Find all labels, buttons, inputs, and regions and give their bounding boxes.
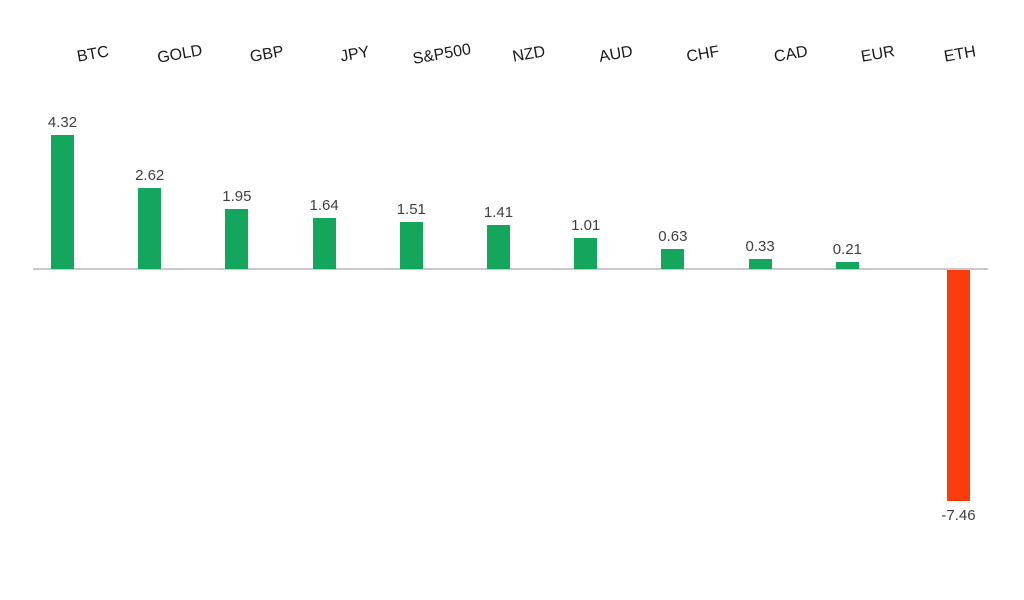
value-label-aud: 1.01 [571, 216, 601, 234]
bar-aud [574, 237, 598, 269]
value-label-btc: 4.32 [47, 114, 78, 132]
value-label-gold: 2.62 [135, 166, 165, 184]
bar-gold [138, 187, 162, 269]
category-label-gbp: GBP [249, 43, 286, 66]
bar-eur [835, 262, 859, 269]
category-label-eur: EUR [859, 43, 896, 66]
value-label-gbp: 1.95 [222, 187, 252, 205]
bar-cad [748, 258, 772, 269]
category-label-eth: ETH [942, 43, 977, 66]
category-label-gold: GOLD [156, 42, 204, 67]
value-label-cad: 0.33 [745, 237, 775, 255]
category-label-nzd: NZD [511, 43, 547, 66]
bar-jpy [312, 218, 336, 269]
bar-btc [51, 135, 74, 269]
value-label-chf: 0.63 [658, 228, 688, 246]
bar-chf [661, 249, 685, 269]
value-label-jpy: 1.64 [309, 197, 339, 215]
value-label-s-p500: 1.51 [396, 201, 426, 219]
bar-eth [947, 270, 970, 502]
bar-nzd [487, 225, 510, 269]
category-label-cad: CAD [772, 43, 809, 66]
bar-gbp [225, 208, 249, 269]
category-label-btc: BTC [75, 43, 111, 66]
value-label-eur: 0.21 [832, 241, 862, 259]
category-label-s-p500: S&P500 [411, 41, 473, 68]
category-label-aud: AUD [597, 43, 635, 66]
value-label-nzd: 1.41 [483, 204, 514, 222]
bar-s-p500 [399, 222, 423, 269]
category-label-chf: CHF [685, 43, 721, 66]
value-label-eth: -7.46 [941, 507, 976, 525]
x-axis-baseline [33, 268, 988, 270]
category-label-jpy: JPY [338, 43, 371, 66]
